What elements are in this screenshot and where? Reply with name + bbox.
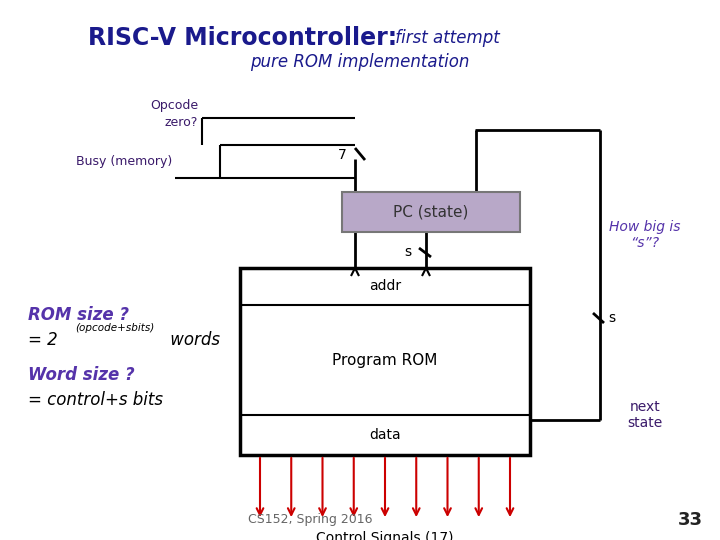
Bar — [342, 192, 520, 232]
Text: 33: 33 — [678, 511, 703, 529]
Text: Control Signals (17): Control Signals (17) — [316, 531, 454, 540]
Text: = control+s bits: = control+s bits — [28, 391, 163, 409]
Text: words: words — [165, 331, 220, 349]
Text: Word size ?: Word size ? — [28, 366, 135, 384]
Text: first attempt: first attempt — [390, 29, 500, 47]
Text: zero?: zero? — [165, 117, 198, 130]
Text: How big is
“s”?: How big is “s”? — [609, 220, 680, 250]
Text: addr: addr — [369, 279, 401, 293]
Bar — [240, 268, 530, 455]
Text: (opcode+sbits): (opcode+sbits) — [75, 323, 154, 333]
Text: data: data — [369, 428, 401, 442]
Text: = 2: = 2 — [28, 331, 58, 349]
Text: RISC-V Microcontroller:: RISC-V Microcontroller: — [88, 26, 397, 50]
Text: next
state: next state — [627, 400, 662, 430]
Text: pure ROM implementation: pure ROM implementation — [251, 53, 469, 71]
Text: Busy (memory): Busy (memory) — [76, 156, 172, 168]
Text: ROM size ?: ROM size ? — [28, 306, 129, 324]
Text: 7: 7 — [338, 148, 347, 162]
Text: s: s — [405, 245, 412, 259]
Text: Program ROM: Program ROM — [333, 353, 438, 368]
Text: s: s — [608, 311, 615, 325]
Text: PC (state): PC (state) — [393, 205, 469, 219]
Text: CS152, Spring 2016: CS152, Spring 2016 — [248, 514, 372, 526]
Text: Opcode: Opcode — [150, 98, 198, 111]
